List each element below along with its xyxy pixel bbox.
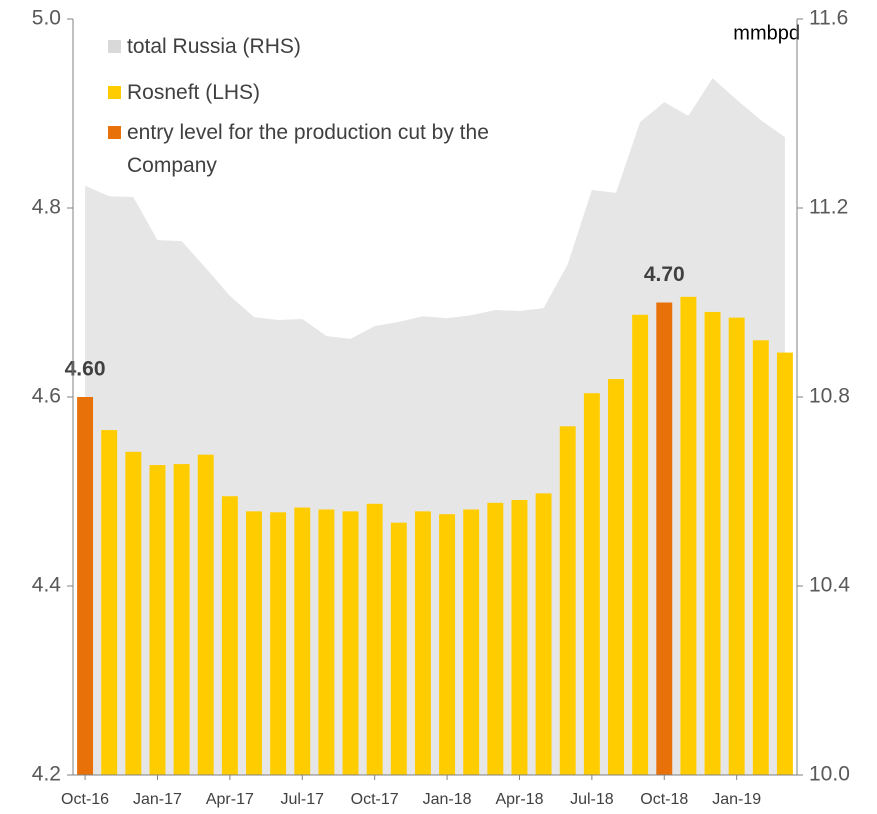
legend-item: Rosneft (LHS) [108, 76, 260, 109]
bar [632, 314, 649, 775]
x-tick-label: Jul-18 [570, 791, 614, 808]
y2-tick-label: 10.8 [809, 385, 850, 408]
bar [173, 464, 190, 775]
bar [728, 317, 745, 775]
bar [294, 507, 311, 775]
bar [149, 465, 166, 775]
bar [221, 496, 238, 775]
y-tick-label: 4.6 [32, 385, 61, 408]
bar [414, 511, 431, 775]
legend-swatch [108, 126, 121, 139]
y2-tick-label: 10.0 [809, 763, 850, 786]
x-tick-label: Oct-17 [351, 791, 399, 808]
bar [680, 296, 697, 775]
y-tick-label: 5.0 [32, 7, 61, 30]
bar [366, 503, 383, 775]
x-tick-label: Jan-18 [423, 791, 472, 808]
bar [197, 454, 214, 775]
legend-label: total Russia (RHS) [127, 35, 301, 58]
bar [463, 509, 480, 775]
bar [559, 426, 576, 775]
y-tick-label: 4.4 [32, 574, 62, 597]
value-label: 4.60 [65, 358, 106, 381]
legend-label: Rosneft (LHS) [127, 81, 261, 104]
bar [511, 500, 528, 775]
bar [270, 512, 287, 775]
legend-item: entry level for the production cut by th… [108, 116, 508, 182]
value-label: 4.70 [644, 263, 685, 286]
bar [125, 451, 142, 775]
unit-label: mmbpd [733, 22, 800, 44]
bar [318, 509, 335, 775]
bar [704, 311, 721, 775]
y2-tick-label: 11.6 [809, 7, 848, 30]
legend-swatch [108, 40, 121, 53]
bar [776, 352, 793, 775]
x-tick-label: Jan-19 [712, 791, 761, 808]
legend-item: total Russia (RHS) [108, 30, 301, 63]
bar [583, 393, 600, 775]
x-tick-label: Apr-17 [206, 791, 254, 808]
bar [535, 493, 552, 775]
x-tick-label: Oct-18 [640, 791, 688, 808]
bar [342, 511, 359, 775]
bar [656, 302, 673, 775]
bar [752, 340, 769, 775]
y2-tick-label: 11.2 [809, 196, 848, 219]
legend-swatch [108, 86, 121, 99]
bar [246, 511, 262, 775]
bar [77, 397, 94, 775]
y2-tick-label: 10.4 [809, 574, 850, 597]
x-tick-label: Oct-16 [61, 791, 109, 808]
x-tick-label: Jul-17 [280, 791, 324, 808]
x-tick-label: Jan-17 [133, 791, 182, 808]
y-tick-label: 4.2 [32, 763, 61, 786]
bar [101, 430, 118, 775]
bar [487, 502, 504, 775]
bar [390, 522, 407, 775]
area [85, 78, 785, 775]
x-tick-label: Apr-18 [495, 791, 543, 808]
bar [608, 379, 624, 775]
y-tick-label: 4.8 [32, 196, 61, 219]
legend-label: entry level for the production cut by th… [127, 121, 489, 177]
bar [439, 514, 456, 775]
